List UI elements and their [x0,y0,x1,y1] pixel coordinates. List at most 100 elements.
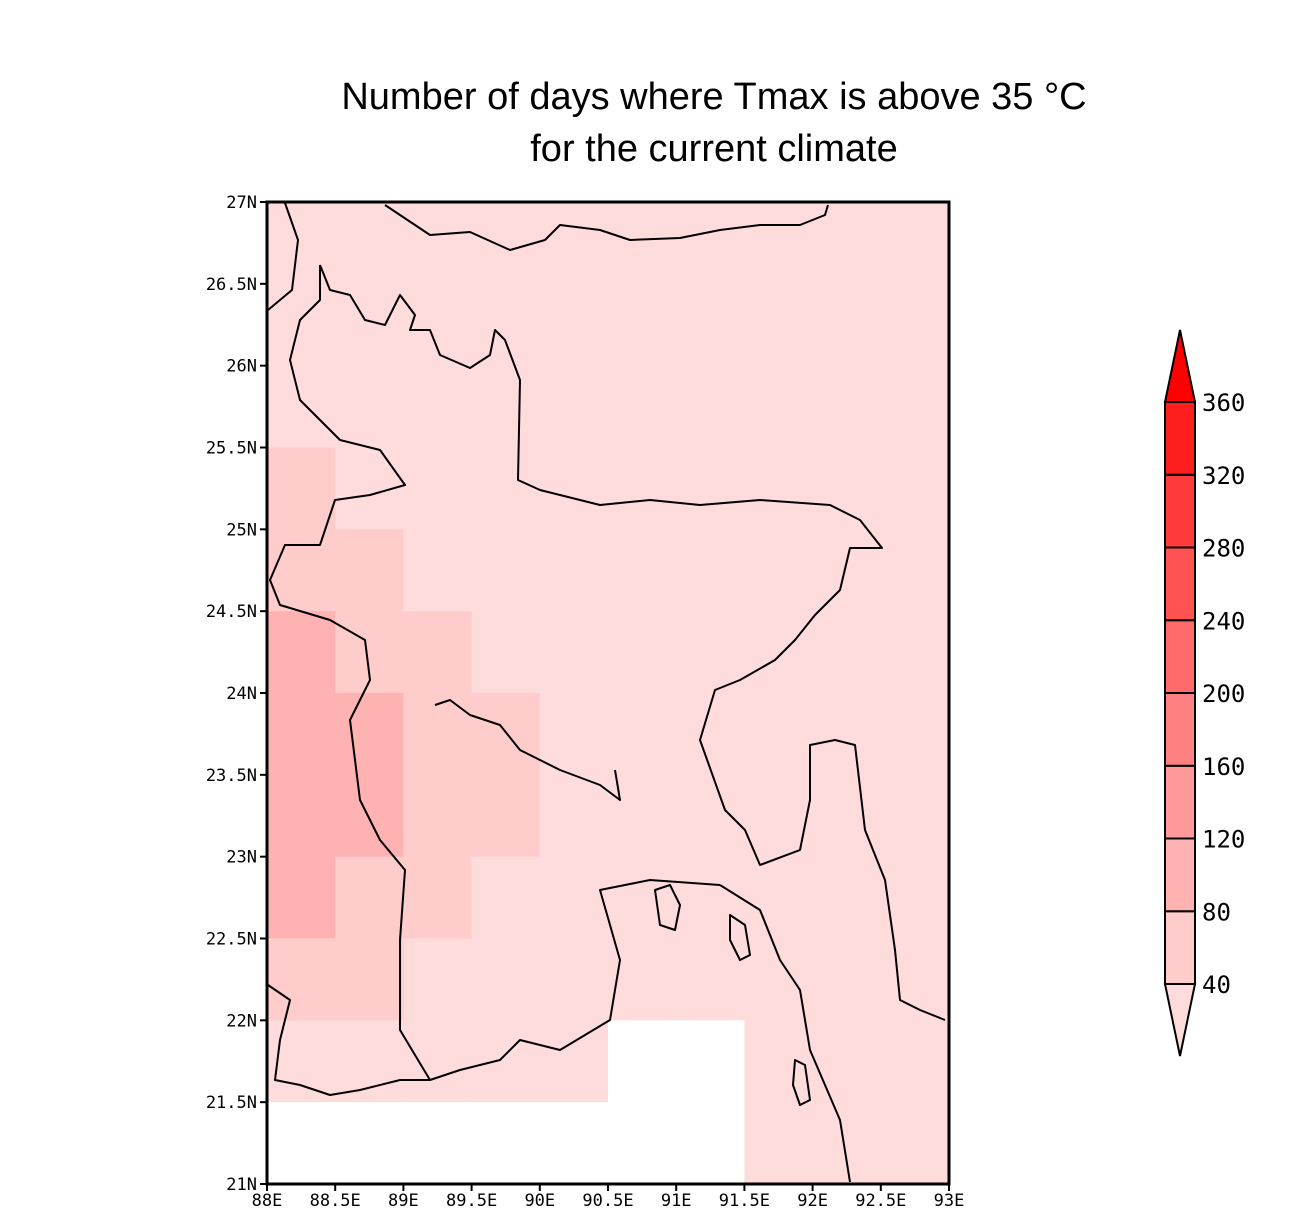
grid-cell [812,202,882,285]
grid-cell [880,1102,950,1185]
border-west [267,202,299,311]
grid-cell [335,938,404,1021]
grid-cell [812,365,882,448]
grid-cell [676,1102,745,1185]
grid-cell [471,938,541,1021]
grid-cell [403,1020,473,1103]
x-tick-label: 90.5E [582,1191,633,1211]
grid-cell [403,856,473,939]
grid-cell [335,1102,404,1185]
grid-cell [880,693,950,776]
grid-cell [880,202,950,285]
grid-cell [471,1020,541,1103]
grid-cell [403,693,473,776]
grid-cell [608,283,677,367]
grid-cell [812,529,882,612]
grid-cell [812,693,882,776]
grid-cell [744,447,814,530]
grid-cell [539,774,609,858]
grid-cell [539,202,609,285]
grid-cell [471,856,541,939]
colorbar-label: 360 [1202,389,1245,417]
y-tick-label: 22N [226,1011,257,1031]
grid-cell [744,693,814,776]
grid-cell [608,202,677,285]
grid-cell [267,447,336,530]
grid-cell [744,774,814,858]
x-tick-label: 88E [252,1191,283,1211]
x-tick-label: 91.5E [719,1191,770,1211]
y-tick-label: 23N [226,848,257,868]
grid-cell [744,856,814,939]
grid-cell [676,1020,745,1103]
x-tick-label: 90E [524,1191,555,1211]
grid-cell [676,447,745,530]
colorbar-segment [1164,910,1196,985]
coast-central [269,265,721,1081]
grid-cell [812,1020,882,1103]
y-tick-label: 22.5N [206,930,257,950]
colorbar-upper-extension [1163,329,1197,403]
grid-cell [403,774,473,858]
colorbar-segment [1164,619,1196,694]
x-tick-label: 89.5E [446,1191,497,1211]
grid-cell [812,611,882,694]
grid-cell [539,365,609,448]
grid-cell [880,1020,950,1103]
island-bhola [654,884,681,931]
grid-cell [335,529,404,612]
colorbar-segment [1164,764,1196,840]
grid-cell [335,202,404,285]
colorbar-label: 320 [1202,462,1245,490]
coastlines [267,202,946,1183]
chart-title-line-2: for the current climate [530,128,898,170]
colorbar: 40 80 120 160 200 240 280 320 360 [1163,329,1245,1057]
grid-cell [812,856,882,939]
border-north [384,204,829,251]
grid-cell [267,529,336,612]
grid-cell [880,365,950,448]
grid-cell [539,856,609,939]
y-tick-label: 21.5N [206,1093,257,1113]
grid-cell [608,611,677,694]
grid-cell [608,529,677,612]
grid-cell [880,774,950,858]
grid-cell [267,938,336,1021]
y-tick-label: 24.5N [206,602,257,622]
y-tick-label: 25.5N [206,439,257,459]
y-tick-label: 21N [226,1175,257,1195]
grid-cell [812,1102,882,1185]
coast-east [719,884,851,1183]
grid-cell [335,283,404,367]
x-tick-label: 93E [934,1191,965,1211]
grid-cell [471,447,541,530]
colorbar-label: 40 [1202,971,1231,999]
bangladesh-outline [319,264,946,1021]
grid-cell [403,202,473,285]
y-tick-label: 24N [226,684,257,704]
island-south [792,1059,811,1106]
grid-cell [335,693,404,776]
colorbar-label: 280 [1202,535,1245,563]
y-tick-label: 26N [226,357,257,377]
grid-cell [471,611,541,694]
grid-cell [335,774,404,858]
x-tick-label: 88.5E [310,1191,361,1211]
grid-cell [608,856,677,939]
grid-cell [403,447,473,530]
grid-cell [608,447,677,530]
grid-cell [403,283,473,367]
grid-cell [403,529,473,612]
grid-cell [744,611,814,694]
grid-cell [812,447,882,530]
grid-cell [744,1020,814,1103]
grid-cell [744,365,814,448]
grid-cell [608,1102,677,1185]
grid-cell [744,529,814,612]
grid-cell [608,774,677,858]
grid-cell [471,529,541,612]
grid-cell [539,283,609,367]
grid-cell [676,774,745,858]
grid-cell [267,693,336,776]
